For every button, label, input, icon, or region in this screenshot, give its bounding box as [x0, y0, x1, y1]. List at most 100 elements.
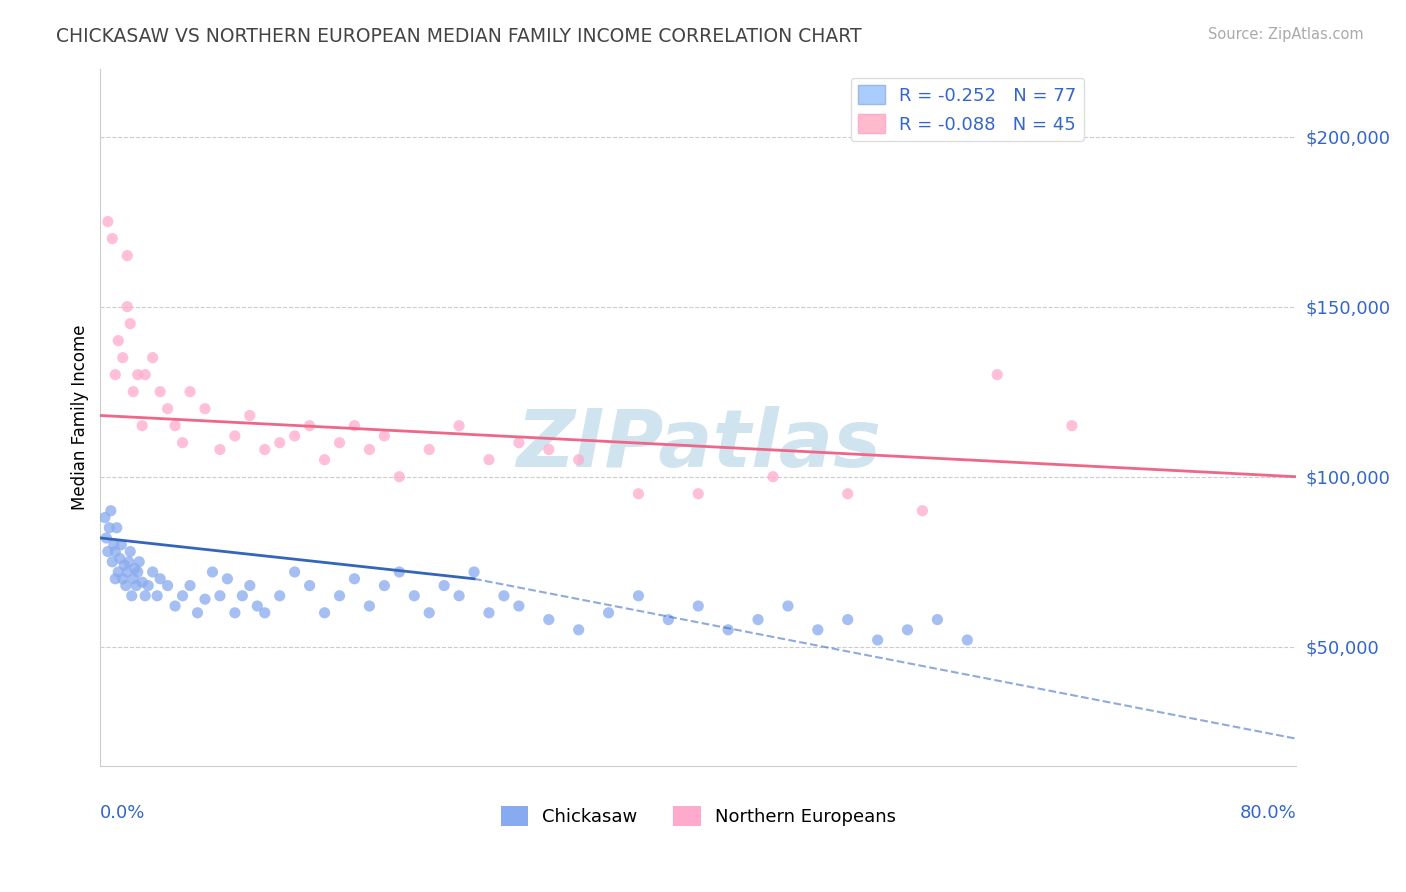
Point: [107, 565, 129, 579]
Point: [172, 435, 194, 450]
Point: [142, 565, 165, 579]
Point: [537, 613, 560, 627]
Point: [598, 606, 620, 620]
Point: [108, 551, 131, 566]
Point: [246, 599, 269, 613]
Point: [107, 334, 129, 348]
Legend: Chickasaw, Northern Europeans: Chickasaw, Northern Europeans: [494, 799, 903, 833]
Point: [418, 442, 440, 457]
Point: [104, 572, 127, 586]
Point: [239, 409, 262, 423]
Point: [142, 351, 165, 365]
Point: [359, 599, 381, 613]
Point: [103, 538, 125, 552]
Point: [478, 606, 501, 620]
Point: [568, 623, 591, 637]
Point: [98, 521, 121, 535]
Point: [194, 592, 217, 607]
Point: [776, 599, 799, 613]
Point: [101, 555, 124, 569]
Point: [927, 613, 949, 627]
Point: [208, 442, 231, 457]
Point: [224, 606, 246, 620]
Point: [269, 589, 291, 603]
Point: [328, 435, 350, 450]
Point: [866, 633, 889, 648]
Point: [101, 231, 124, 245]
Point: [253, 442, 276, 457]
Point: [149, 384, 172, 399]
Point: [120, 544, 142, 558]
Point: [449, 418, 471, 433]
Point: [1060, 418, 1083, 433]
Point: [328, 589, 350, 603]
Point: [807, 623, 830, 637]
Point: [463, 565, 485, 579]
Point: [837, 487, 859, 501]
Point: [121, 589, 143, 603]
Point: [269, 435, 291, 450]
Point: [136, 578, 159, 592]
Point: [117, 249, 139, 263]
Point: [956, 633, 979, 648]
Point: [165, 599, 187, 613]
Point: [94, 510, 117, 524]
Point: [120, 317, 142, 331]
Point: [837, 613, 859, 627]
Point: [284, 429, 307, 443]
Point: [128, 555, 150, 569]
Point: [762, 469, 785, 483]
Point: [104, 368, 127, 382]
Point: [478, 452, 501, 467]
Point: [134, 589, 156, 603]
Point: [156, 401, 179, 416]
Point: [194, 401, 217, 416]
Text: ZIPatlas: ZIPatlas: [516, 406, 880, 484]
Point: [373, 429, 395, 443]
Point: [537, 442, 560, 457]
Point: [343, 572, 366, 586]
Point: [201, 565, 224, 579]
Point: [127, 368, 149, 382]
Point: [179, 578, 201, 592]
Point: [114, 578, 136, 592]
Point: [124, 561, 146, 575]
Point: [688, 599, 710, 613]
Point: [112, 558, 135, 573]
Point: [492, 589, 515, 603]
Point: [343, 418, 366, 433]
Point: [747, 613, 769, 627]
Point: [253, 606, 276, 620]
Point: [298, 578, 321, 592]
Point: [122, 384, 145, 399]
Text: Source: ZipAtlas.com: Source: ZipAtlas.com: [1208, 27, 1364, 42]
Point: [104, 544, 127, 558]
Point: [96, 531, 118, 545]
Point: [111, 572, 134, 586]
Point: [911, 504, 934, 518]
Point: [314, 606, 336, 620]
Point: [111, 351, 134, 365]
Point: [172, 589, 194, 603]
Point: [125, 578, 148, 592]
Text: 80.0%: 80.0%: [1240, 805, 1296, 822]
Text: 0.0%: 0.0%: [100, 805, 146, 822]
Point: [627, 589, 650, 603]
Point: [298, 418, 321, 433]
Point: [97, 544, 120, 558]
Point: [134, 368, 156, 382]
Point: [224, 429, 246, 443]
Point: [433, 578, 456, 592]
Point: [717, 623, 740, 637]
Point: [388, 565, 411, 579]
Point: [688, 487, 710, 501]
Point: [122, 572, 145, 586]
Point: [508, 599, 530, 613]
Point: [105, 521, 128, 535]
Point: [896, 623, 918, 637]
Point: [131, 418, 153, 433]
Point: [208, 589, 231, 603]
Point: [986, 368, 1008, 382]
Y-axis label: Median Family Income: Median Family Income: [72, 325, 89, 510]
Point: [165, 418, 187, 433]
